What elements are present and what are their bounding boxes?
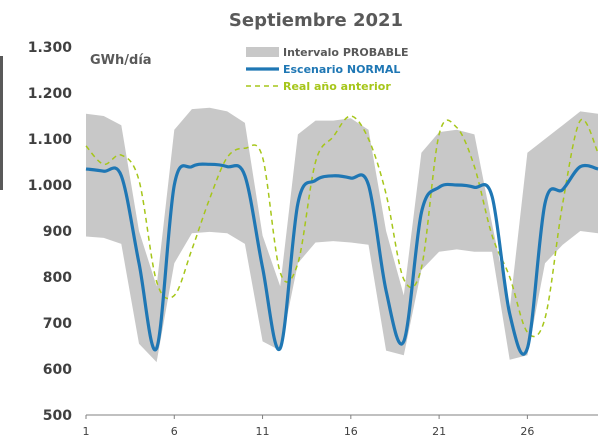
legend: Intervalo PROBABLE Escenario NORMAL Real a… (246, 46, 409, 93)
series-line-real-ano-anterior (85, 115, 599, 338)
y-tick-label: 1.000 (28, 178, 73, 194)
x-tick-label: 26 (520, 425, 534, 438)
left-edge-bar (0, 56, 3, 190)
x-tick-label: 11 (256, 425, 270, 438)
series-layer (85, 115, 599, 356)
y-tick-label: 600 (43, 362, 72, 378)
y-tick-label: 1.100 (28, 132, 73, 148)
unit-label: GWh/día (90, 53, 152, 68)
chart-title: Septiembre 2021 (229, 10, 403, 31)
legend-label: Escenario NORMAL (283, 63, 400, 76)
probable-interval-band (86, 107, 598, 363)
probable-interval-layer (86, 107, 598, 363)
series-line-escenario-normal (85, 162, 599, 356)
y-tick-label: 500 (43, 408, 72, 424)
y-tick-label: 1.200 (28, 86, 73, 102)
y-tick-label: 700 (43, 316, 72, 332)
legend-label: Real año anterior (283, 80, 391, 93)
y-tick-label: 800 (43, 270, 72, 286)
legend-label: Intervalo PROBABLE (283, 46, 409, 59)
x-tick-label: 21 (432, 425, 446, 438)
legend-swatch-band (246, 47, 279, 57)
y-tick-label: 1.300 (28, 40, 73, 56)
y-tick-label: 900 (43, 224, 72, 240)
x-tick-label: 16 (344, 425, 358, 438)
x-tick-label: 6 (171, 425, 178, 438)
x-tick-label: 1 (83, 425, 90, 438)
